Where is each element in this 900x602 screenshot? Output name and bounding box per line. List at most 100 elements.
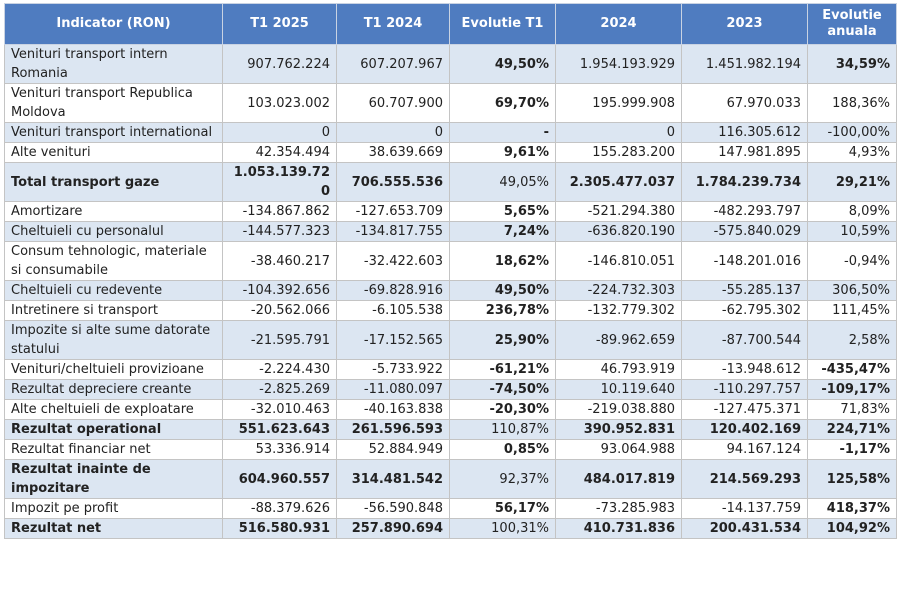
value-cell: -100,00% xyxy=(807,122,897,143)
header-cell: 2024 xyxy=(555,3,682,45)
value-cell: -2.825.269 xyxy=(222,379,337,400)
value-cell: -104.392.656 xyxy=(222,280,337,301)
row-label: Rezultat net xyxy=(4,518,223,539)
value-cell: 2,58% xyxy=(807,320,897,360)
table-row: Rezultat net 516.580.931 257.890.694 100,31… xyxy=(4,518,897,539)
value-cell: 0,85% xyxy=(449,439,556,460)
value-cell: 110,87% xyxy=(449,419,556,440)
value-cell: -89.962.659 xyxy=(555,320,682,360)
value-cell: -482.293.797 xyxy=(681,201,808,222)
value-cell: -38.460.217 xyxy=(222,241,337,281)
value-cell: 49,50% xyxy=(449,280,556,301)
value-cell: -73.285.983 xyxy=(555,498,682,519)
value-cell: 9,61% xyxy=(449,142,556,163)
value-cell: 49,50% xyxy=(449,44,556,84)
value-cell: -0,94% xyxy=(807,241,897,281)
row-label: Cheltuieli cu redevente xyxy=(4,280,223,301)
value-cell: -127.653.709 xyxy=(336,201,450,222)
row-label: Rezultat depreciere creante xyxy=(4,379,223,400)
row-label: Venituri transport Republica Moldova xyxy=(4,83,223,123)
value-cell: 53.336.914 xyxy=(222,439,337,460)
value-cell: 103.023.002 xyxy=(222,83,337,123)
value-cell: 0 xyxy=(336,122,450,143)
row-label: Impozite si alte sume datorate statului xyxy=(4,320,223,360)
value-cell: 71,83% xyxy=(807,399,897,420)
value-cell: -17.152.565 xyxy=(336,320,450,360)
value-cell: 56,17% xyxy=(449,498,556,519)
value-cell: -14.137.759 xyxy=(681,498,808,519)
value-cell: -13.948.612 xyxy=(681,359,808,380)
table-row: Impozit pe profit -88.379.626 -56.590.848 5… xyxy=(4,498,897,519)
value-cell: -61,21% xyxy=(449,359,556,380)
header-cell: T1 2025 xyxy=(222,3,337,45)
value-cell: -74,50% xyxy=(449,379,556,400)
table-row: Venituri transport Republica Moldova 103.… xyxy=(4,83,897,123)
value-cell: -127.475.371 xyxy=(681,399,808,420)
value-cell: -109,17% xyxy=(807,379,897,400)
table-row: Venituri/cheltuieli provizioane -2.224.43… xyxy=(4,359,897,380)
value-cell: -62.795.302 xyxy=(681,300,808,321)
value-cell: 34,59% xyxy=(807,44,897,84)
value-cell: -32.422.603 xyxy=(336,241,450,281)
value-cell: 116.305.612 xyxy=(681,122,808,143)
table-row: Impozite si alte sume datorate statului -… xyxy=(4,320,897,360)
table-row: Alte venituri 42.354.494 38.639.669 9,61% 15… xyxy=(4,142,897,163)
value-cell: 607.207.967 xyxy=(336,44,450,84)
value-cell: 214.569.293 xyxy=(681,459,808,499)
value-cell: 390.952.831 xyxy=(555,419,682,440)
row-label: Rezultat operational xyxy=(4,419,223,440)
value-cell: -87.700.544 xyxy=(681,320,808,360)
value-cell: 111,45% xyxy=(807,300,897,321)
row-label: Venituri transport intern Romania xyxy=(4,44,223,84)
value-cell: 38.639.669 xyxy=(336,142,450,163)
row-label: Alte venituri xyxy=(4,142,223,163)
row-label: Cheltuieli cu personalul xyxy=(4,221,223,242)
value-cell: -11.080.097 xyxy=(336,379,450,400)
value-cell: 46.793.919 xyxy=(555,359,682,380)
value-cell: 306,50% xyxy=(807,280,897,301)
row-label: Amortizare xyxy=(4,201,223,222)
table-row: Cheltuieli cu redevente -104.392.656 -69.8… xyxy=(4,280,897,301)
value-cell: 516.580.931 xyxy=(222,518,337,539)
value-cell: -521.294.380 xyxy=(555,201,682,222)
value-cell: 25,90% xyxy=(449,320,556,360)
value-cell: -88.379.626 xyxy=(222,498,337,519)
value-cell: 94.167.124 xyxy=(681,439,808,460)
header-cell: Indicator (RON) xyxy=(4,3,223,45)
value-cell: 18,62% xyxy=(449,241,556,281)
value-cell: 551.623.643 xyxy=(222,419,337,440)
value-cell: 257.890.694 xyxy=(336,518,450,539)
value-cell: -219.038.880 xyxy=(555,399,682,420)
value-cell: -20,30% xyxy=(449,399,556,420)
table-row: Consum tehnologic, materiale si consumab… xyxy=(4,241,897,281)
table-row: Rezultat depreciere creante -2.825.269 -11… xyxy=(4,379,897,400)
value-cell: 52.884.949 xyxy=(336,439,450,460)
table-row: Rezultat financiar net 53.336.914 52.884.9… xyxy=(4,439,897,460)
value-cell: -134.867.862 xyxy=(222,201,337,222)
value-cell: 200.431.534 xyxy=(681,518,808,539)
value-cell: -224.732.303 xyxy=(555,280,682,301)
header-row: Indicator (RON) T1 2025 T1 2024 Evolutie T1… xyxy=(4,3,897,45)
value-cell: 60.707.900 xyxy=(336,83,450,123)
value-cell: -21.595.791 xyxy=(222,320,337,360)
table-row: Rezultat operational 551.623.643 261.596.5… xyxy=(4,419,897,440)
value-cell: 224,71% xyxy=(807,419,897,440)
value-cell: 418,37% xyxy=(807,498,897,519)
row-label: Intretinere si transport xyxy=(4,300,223,321)
value-cell: -575.840.029 xyxy=(681,221,808,242)
value-cell: 104,92% xyxy=(807,518,897,539)
value-cell: 314.481.542 xyxy=(336,459,450,499)
value-cell: -110.297.757 xyxy=(681,379,808,400)
table-row: Total transport gaze 1.053.139.720 706.555… xyxy=(4,162,897,202)
value-cell: 42.354.494 xyxy=(222,142,337,163)
value-cell: 1.053.139.720 xyxy=(222,162,337,202)
value-cell: 188,36% xyxy=(807,83,897,123)
header-cell: Evolutie T1 xyxy=(449,3,556,45)
table-row: Venituri transport international 0 0-0 116.… xyxy=(4,122,897,143)
value-cell: 120.402.169 xyxy=(681,419,808,440)
value-cell: -144.577.323 xyxy=(222,221,337,242)
row-label: Alte cheltuieli de exploatare xyxy=(4,399,223,420)
value-cell: -132.779.302 xyxy=(555,300,682,321)
value-cell: 907.762.224 xyxy=(222,44,337,84)
value-cell: 5,65% xyxy=(449,201,556,222)
